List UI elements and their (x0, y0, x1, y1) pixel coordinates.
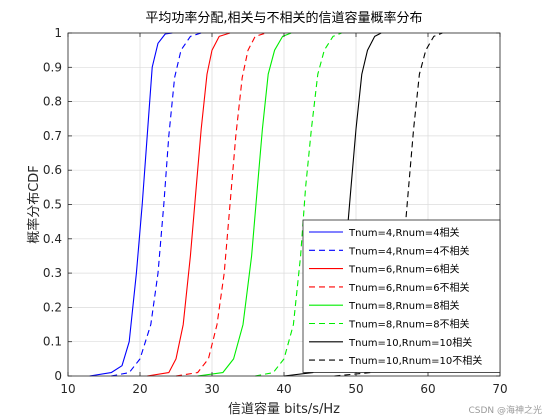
y-tick-label: 0.1 (43, 335, 62, 349)
series-line-4 (175, 32, 267, 377)
y-tick-label: 0.3 (43, 266, 62, 280)
legend-entry: Tnum=10,Rnum=10相关 (348, 336, 472, 349)
y-tick-label: 1 (54, 26, 62, 40)
legend-entry: Tnum=8,Rnum=8不相关 (348, 318, 470, 331)
tick-labels: 10 20 30 40 50 60 70 0 0.1 0.2 0.3 0.4 0.5 0.6 0.7 0.8 0… (43, 26, 508, 396)
x-tick-label: 30 (204, 382, 219, 396)
series-line-6 (255, 32, 342, 377)
x-tick-label: 10 (60, 382, 75, 396)
y-tick-label: 0.6 (43, 163, 62, 177)
x-axis-label: 信道容量 bits/s/Hz (228, 401, 340, 417)
x-tick-label: 40 (276, 382, 291, 396)
legend-entry: Tnum=8,Rnum=8相关 (348, 299, 460, 312)
y-tick-label: 0.8 (43, 95, 62, 109)
series-line-1 (89, 32, 173, 377)
y-tick-label: 0.9 (43, 60, 62, 74)
series-line-8 (334, 32, 443, 377)
legend-entry: Tnum=4,Rnum=4不相关 (348, 244, 470, 257)
y-axis-label: 概率分布CDF (26, 165, 42, 244)
x-tick-label: 70 (492, 382, 507, 396)
legend-entry: Tnum=6,Rnum=6不相关 (348, 281, 470, 294)
series-line-3 (147, 32, 231, 377)
watermark: CSDN @海神之光 (468, 406, 542, 416)
x-tick-label: 50 (348, 382, 363, 396)
legend-box (302, 219, 501, 373)
series-line-2 (111, 32, 202, 377)
y-tick-label: 0.7 (43, 129, 62, 143)
series-line-5 (197, 32, 292, 377)
legend-entry: Tnum=4,Rnum=4相关 (348, 226, 460, 239)
chart-title: 平均功率分配,相关与不相关的信道容量概率分布 (145, 10, 422, 26)
y-tick-label: 0.5 (43, 198, 62, 212)
y-tick-label: 0.2 (43, 300, 62, 314)
legend: Tnum=4,Rnum=4相关 Tnum=4,Rnum=4不相关 Tnum=6,Rn… (302, 219, 501, 373)
y-tick-label: 0 (54, 369, 62, 383)
x-tick-label: 60 (420, 382, 435, 396)
legend-entry: Tnum=6,Rnum=6相关 (348, 263, 460, 276)
legend-entry: Tnum=10,Rnum=10不相关 (348, 354, 482, 367)
y-tick-label: 0.4 (43, 232, 62, 246)
x-tick-label: 20 (132, 382, 147, 396)
